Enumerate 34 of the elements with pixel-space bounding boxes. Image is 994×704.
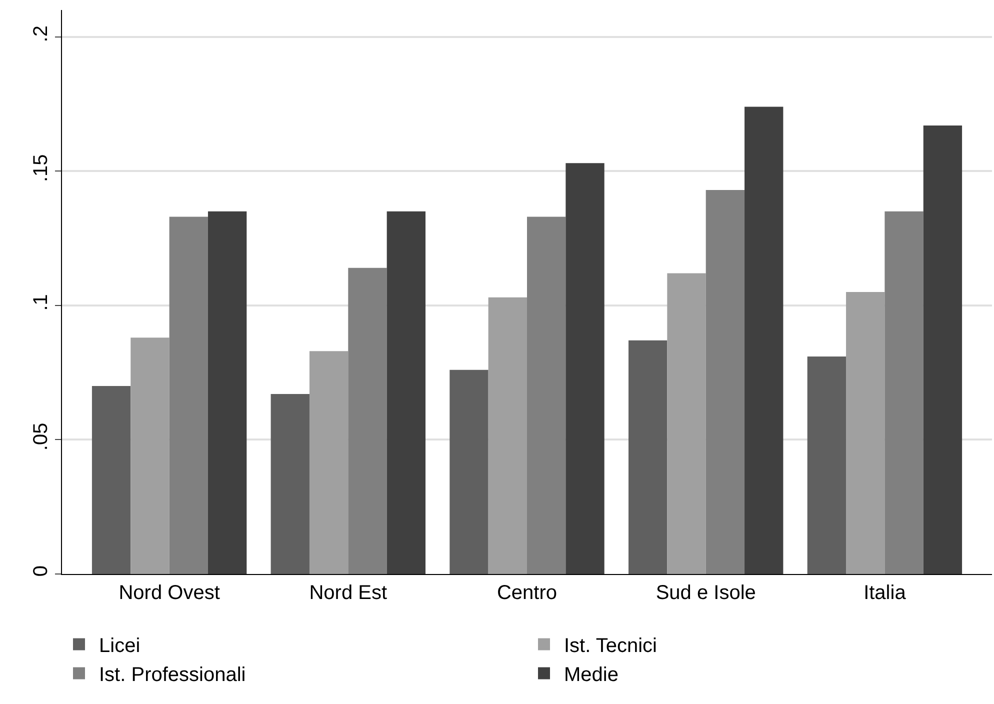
y-tick-label: .15 — [30, 154, 52, 182]
bar — [92, 386, 131, 574]
bar — [208, 211, 247, 574]
bar — [450, 370, 488, 574]
bar — [667, 273, 706, 574]
bar — [846, 292, 885, 574]
legend-label: Ist. Professionali — [99, 664, 246, 686]
y-tick-label: 0 — [30, 565, 52, 577]
bar — [488, 297, 527, 574]
bar — [309, 351, 348, 574]
y-tick-label: .05 — [30, 422, 52, 451]
legend-label: Ist. Tecnici — [564, 635, 657, 658]
bar — [169, 216, 208, 574]
bar — [270, 394, 310, 574]
bar — [744, 106, 784, 574]
x-tick-label: Sud e Isole — [656, 582, 756, 604]
legend-label: Medie — [564, 664, 618, 686]
x-tick-label: Nord Est — [309, 582, 388, 604]
x-tick-label: Nord Ovest — [118, 582, 220, 604]
bar — [527, 216, 566, 574]
x-tick-label: Italia — [864, 582, 907, 604]
bar — [884, 211, 924, 574]
bar — [807, 356, 846, 574]
bar — [348, 268, 387, 574]
y-tick-label: .2 — [30, 26, 52, 42]
bar — [628, 340, 668, 574]
y-tick-label: .1 — [30, 294, 52, 311]
legend-label: Licei — [99, 635, 140, 658]
x-tick-label: Centro — [496, 582, 558, 604]
bar — [566, 163, 604, 574]
bar — [923, 125, 962, 574]
bar — [386, 211, 426, 574]
bar — [130, 338, 170, 574]
bar — [706, 190, 745, 574]
